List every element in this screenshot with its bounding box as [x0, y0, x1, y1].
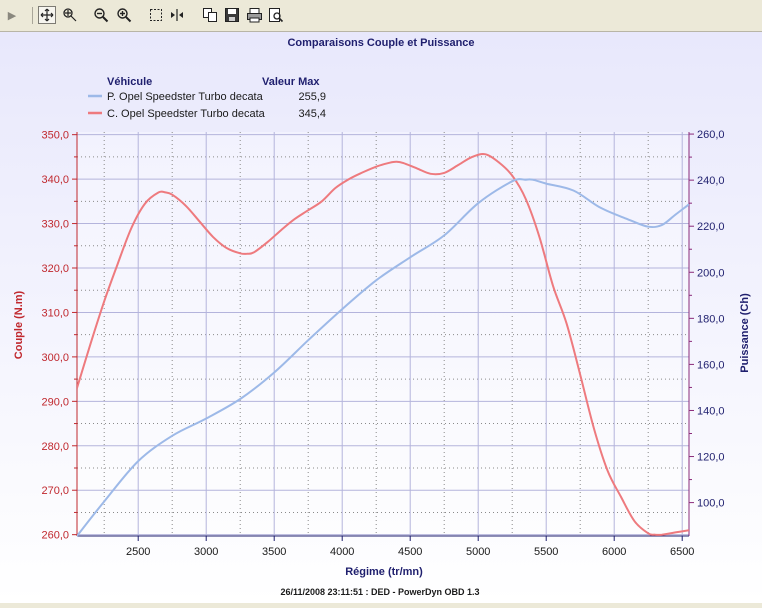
copy-icon[interactable]	[201, 6, 219, 24]
y-left-tick-label: 280,0	[41, 441, 69, 453]
x-tick-label: 5000	[466, 546, 490, 558]
chart-title: Comparaisons Couple et Puissance	[287, 37, 474, 49]
split-view-icon[interactable]	[168, 6, 186, 24]
x-tick-label: 3500	[262, 546, 286, 558]
y-left-tick-label: 300,0	[41, 352, 69, 364]
series-line-puissance	[77, 178, 689, 537]
y-right-tick-label: 240,0	[697, 175, 725, 187]
y-right-axis-label: Puissance (Ch)	[739, 293, 751, 373]
play-arrow-icon[interactable]: ▶	[7, 8, 17, 22]
y-left-tick-label: 270,0	[41, 485, 69, 497]
select-rectangle-icon[interactable]	[147, 6, 165, 24]
legend-value-puissance: 255,9	[298, 91, 326, 103]
print-preview-icon[interactable]	[267, 6, 285, 24]
chart-area: Comparaisons Couple et Puissance Véhicul…	[0, 32, 762, 603]
zoom-out-icon[interactable]	[92, 6, 110, 24]
y-left-tick-label: 330,0	[41, 219, 69, 231]
legend-value-couple: 345,4	[298, 108, 326, 120]
chart-background	[0, 32, 762, 603]
x-tick-label: 6000	[602, 546, 626, 558]
toolbar: ▶	[0, 0, 762, 32]
y-right-tick-label: 220,0	[697, 221, 725, 233]
y-left-tick-label: 320,0	[41, 263, 69, 275]
y-right-tick-label: 200,0	[697, 267, 725, 279]
series-line-couple	[77, 153, 689, 536]
y-left-tick-label: 260,0	[41, 530, 69, 542]
y-right-tick-label: 180,0	[697, 313, 725, 325]
save-icon[interactable]	[223, 6, 241, 24]
print-icon[interactable]	[245, 6, 263, 24]
chart-footer: 26/11/2008 23:11:51 : DED - PowerDyn OBD…	[280, 587, 479, 597]
y-right-tick-label: 160,0	[697, 359, 725, 371]
legend-entry-puissance: P. Opel Speedster Turbo decata	[107, 91, 264, 103]
legend: Véhicule Valeur Max P. Opel Speedster Tu…	[88, 76, 326, 120]
x-tick-label: 4000	[330, 546, 354, 558]
legend-header-vehicle: Véhicule	[107, 76, 152, 88]
y-left-tick-label: 290,0	[41, 396, 69, 408]
y-right-tick-label: 260,0	[697, 129, 725, 141]
move-crosshair-icon[interactable]	[38, 6, 56, 24]
toolbar-separator	[32, 7, 33, 24]
zoom-in-icon[interactable]	[115, 6, 133, 24]
legend-header-value: Valeur Max	[262, 76, 320, 88]
chart-svg: Comparaisons Couple et Puissance Véhicul…	[0, 32, 762, 603]
y-left-tick-label: 310,0	[41, 307, 69, 319]
zoom-pointer-icon[interactable]	[61, 6, 79, 24]
plot-layer: 260,0 270,0 280,0 290,0 300,0 310,0 320,0 330,0…	[41, 129, 724, 558]
x-tick-label: 5500	[534, 546, 558, 558]
x-axis-label: Régime (tr/mn)	[345, 566, 423, 578]
y-right-tick-label: 120,0	[697, 452, 725, 464]
y-right-tick-label: 100,0	[697, 498, 725, 510]
legend-entry-couple: C. Opel Speedster Turbo decata	[107, 108, 266, 120]
x-tick-label: 6500	[670, 546, 694, 558]
x-tick-label: 3000	[194, 546, 218, 558]
x-tick-label: 4500	[398, 546, 422, 558]
y-left-axis-label: Couple (N.m)	[13, 290, 25, 359]
x-tick-label: 2500	[126, 546, 150, 558]
y-left-tick-label: 340,0	[41, 174, 69, 186]
y-left-tick-label: 350,0	[41, 130, 69, 142]
y-right-tick-label: 140,0	[697, 405, 725, 417]
